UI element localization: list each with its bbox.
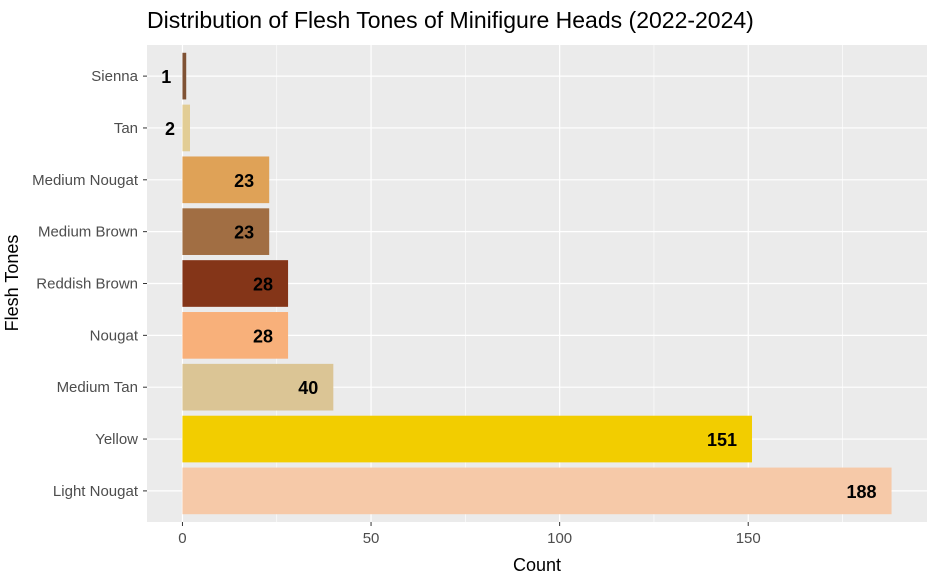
bar-sienna [182,52,187,100]
bar-medium-tan [182,363,334,411]
y-tick-label: Medium Brown [38,224,138,241]
bar-yellow [182,415,752,463]
x-axis-title: Count [513,555,561,575]
bar-tan [182,104,190,152]
bar-light-nougat [182,467,892,515]
y-tick-label: Tan [114,120,138,137]
x-tick-label: 50 [363,530,380,547]
data-label: 40 [298,378,318,398]
data-label: 23 [234,171,254,191]
bar-medium-brown [182,208,270,255]
bars [182,52,892,515]
y-axis-title: Flesh Tones [2,235,22,332]
x-tick-label: 100 [547,530,572,547]
y-tick-label: Medium Tan [57,379,138,396]
y-tick-label: Medium Nougat [32,172,139,189]
data-label: 1 [161,67,171,87]
data-label: 23 [234,223,254,243]
x-tick-label: 150 [736,530,761,547]
bar-medium-nougat [182,156,270,204]
data-label: 28 [253,275,273,295]
x-tick-label: 0 [178,530,186,547]
data-label: 28 [253,326,273,346]
chart-title: Distribution of Flesh Tones of Minifigur… [147,7,754,33]
y-tick-label: Sienna [91,68,138,85]
bar-nougat [182,312,289,359]
bar-reddish-brown [182,260,289,307]
y-tick-label: Reddish Brown [36,276,138,293]
data-label: 2 [165,119,175,139]
y-tick-label: Nougat [90,327,139,344]
x-axis-ticks: 0 50 100 150 [178,522,761,547]
data-label: 151 [707,430,737,450]
y-axis-ticks: Light Nougat Yellow Medium Tan Nougat Reddis… [32,68,147,500]
y-tick-label: Light Nougat [53,483,139,500]
data-labels: 188 151 40 28 28 23 23 2 1 [161,67,876,502]
y-tick-label: Yellow [95,431,138,448]
data-label: 188 [846,482,876,502]
